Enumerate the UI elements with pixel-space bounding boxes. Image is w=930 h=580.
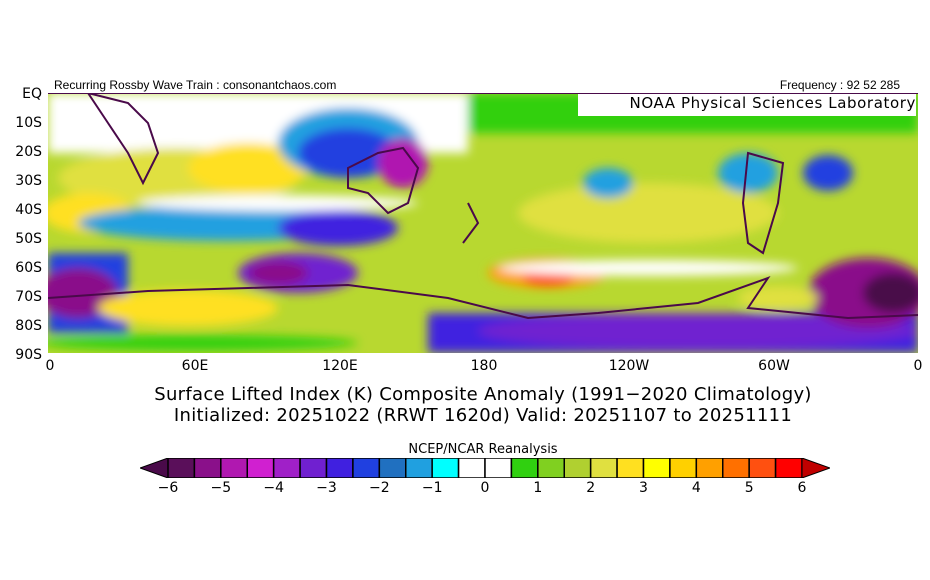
colorbar-tick-label: −5 [210, 480, 232, 496]
colorbar-swatch [378, 458, 407, 478]
colorbar-swatch [722, 458, 750, 478]
colorbar-swatch [325, 458, 354, 478]
map-title: Surface Lifted Index (K) Composite Anoma… [154, 384, 812, 405]
lon-label: 60E [181, 358, 209, 374]
colorbar-swatch [352, 458, 381, 478]
colorbar-swatch [220, 458, 249, 478]
colorbar-tick-label: −6 [157, 480, 179, 496]
lat-label: EQ [22, 86, 42, 102]
colorbar-swatch [484, 458, 513, 478]
colorbar-swatch [616, 458, 645, 478]
colorbar-tick-label: −4 [263, 480, 284, 496]
colorbar-swatch [695, 458, 724, 478]
header-right-text: Frequency : 92 52 285 [779, 78, 900, 92]
lat-label: 40S [15, 202, 42, 218]
colorbar-swatch [457, 458, 486, 478]
africa-coast [86, 93, 160, 186]
lat-label: 30S [15, 173, 42, 189]
colorbar-swatch [405, 458, 433, 478]
colorbar-tick-label: 5 [744, 480, 754, 496]
colorbar-swatch [669, 458, 698, 478]
colorbar-tick-label: 2 [586, 480, 596, 496]
south-america-coast [741, 151, 785, 255]
lon-label: 120E [322, 358, 358, 374]
header-left-text: Recurring Rossby Wave Train : consonantc… [54, 78, 337, 92]
anomaly-map [48, 93, 918, 353]
lon-label: 0 [45, 358, 55, 374]
colorbar-swatch [748, 458, 777, 478]
lat-label: 70S [15, 289, 42, 305]
colorbar-tick-label: 1 [533, 480, 543, 496]
colorbar-tick-label: 3 [639, 480, 648, 496]
colorbar-swatch [431, 458, 460, 478]
lat-label: 50S [15, 231, 42, 247]
colorbar-swatch [537, 458, 566, 478]
lat-label: 10S [15, 115, 42, 131]
coastlines [48, 93, 918, 320]
colorbar-swatch [563, 458, 592, 478]
colorbar-swatch [272, 458, 301, 478]
australia-coast [347, 146, 420, 215]
colorbar-under-triangle [140, 458, 169, 478]
lat-label: 80S [15, 318, 42, 334]
colorbar-swatch [167, 458, 196, 478]
lon-label: 0 [913, 358, 923, 374]
map-subtitle: Initialized: 20251022 (RRWT 1620d) Valid… [173, 405, 793, 426]
colorbar-tick-label: 0 [480, 480, 490, 496]
colorbar-swatch [299, 458, 328, 478]
lat-label: 90S [15, 347, 42, 363]
lon-label: 60W [758, 358, 790, 374]
colorbar-swatch [246, 458, 275, 478]
colorbar-title: NCEP/NCAR Reanalysis [408, 442, 558, 457]
colorbar [140, 458, 830, 478]
colorbar-tick-label: 4 [691, 480, 701, 496]
anomaly-field [48, 93, 918, 353]
lon-label: 120W [608, 358, 650, 374]
lon-label: 180 [470, 358, 498, 374]
colorbar-swatch [589, 458, 618, 478]
antarctica-coast [48, 276, 918, 320]
colorbar-over-triangle [801, 458, 830, 478]
lat-label: 60S [15, 260, 42, 276]
colorbar-tick-label: −3 [316, 480, 337, 496]
lat-label: 20S [15, 144, 42, 160]
colorbar-tick-label: 6 [797, 480, 807, 496]
colorbar-swatch [642, 458, 671, 478]
colorbar-swatch [193, 458, 222, 478]
new-zealand-coast [462, 202, 480, 244]
noaa-psl-label: NOAA Physical Sciences Laboratory [578, 94, 916, 116]
colorbar-tick-label: −1 [421, 480, 443, 496]
colorbar-swatch [774, 458, 803, 478]
colorbar-tick-label: −2 [369, 480, 390, 496]
colorbar-swatch [510, 458, 539, 478]
